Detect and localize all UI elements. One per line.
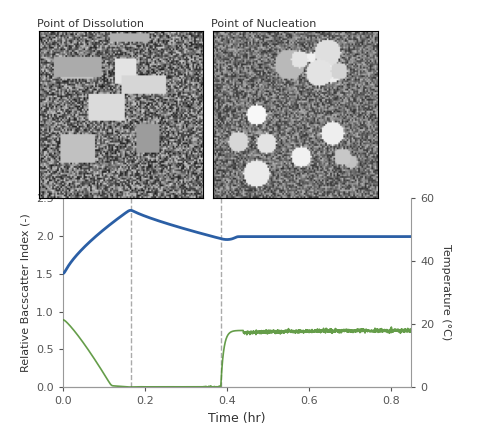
Y-axis label: Temperature (°C): Temperature (°C) (441, 245, 451, 341)
X-axis label: Time (hr): Time (hr) (209, 412, 266, 425)
Text: Point of Dissolution: Point of Dissolution (37, 18, 144, 29)
Y-axis label: Relative Bacscatter Index (-): Relative Bacscatter Index (-) (21, 213, 30, 372)
Text: Point of Nucleation: Point of Nucleation (212, 18, 317, 29)
